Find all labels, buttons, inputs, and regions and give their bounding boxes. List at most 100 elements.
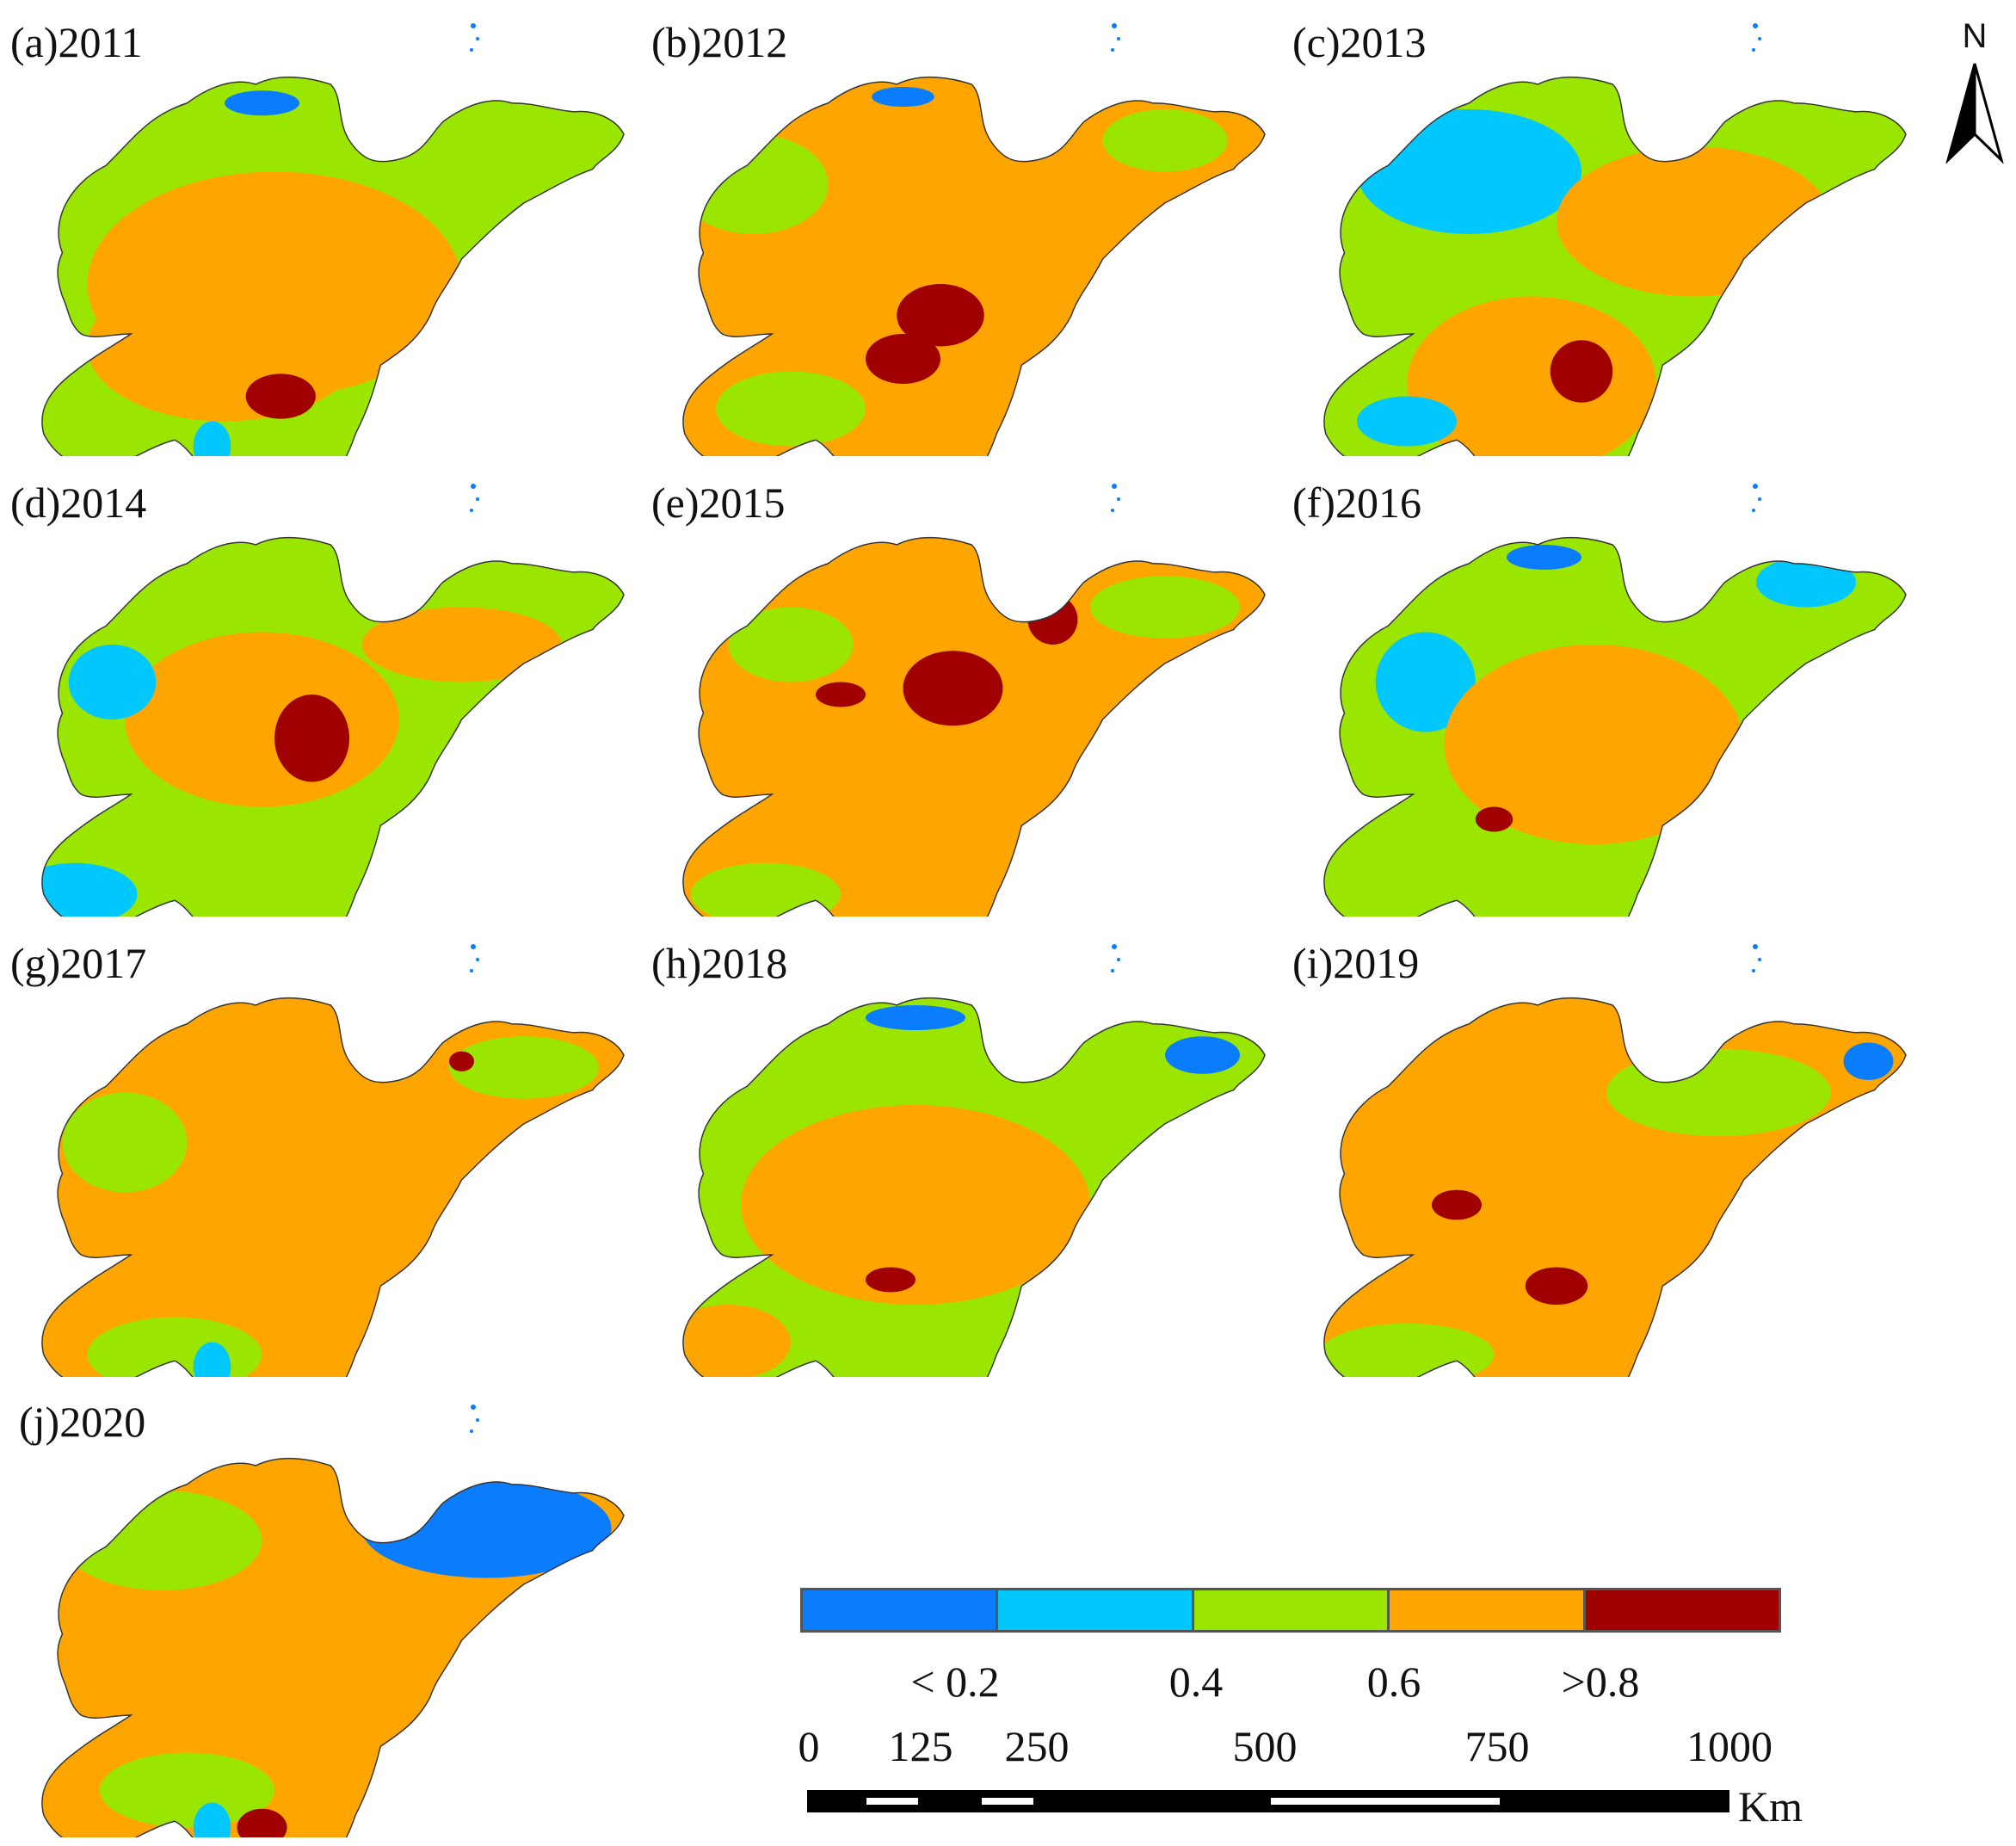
map-value-patch bbox=[245, 374, 316, 419]
scale-tick-label: 1000 bbox=[1686, 1722, 1772, 1770]
map-value-patch bbox=[816, 682, 866, 707]
map-shandong-2011 bbox=[41, 23, 625, 456]
island bbox=[471, 944, 476, 949]
map-panel-2015: (e)2015 bbox=[641, 469, 1295, 917]
legend-swatch-very-high bbox=[1585, 1590, 1779, 1630]
panel-title: (d)2014 bbox=[10, 478, 147, 527]
province-outline bbox=[1323, 76, 1907, 456]
map-value-patch bbox=[866, 334, 940, 384]
panel-title: (i)2019 bbox=[1292, 939, 1420, 987]
island bbox=[1758, 497, 1761, 501]
island bbox=[1111, 48, 1114, 52]
panel-title: (f)2016 bbox=[1292, 478, 1421, 527]
map-value-patch bbox=[361, 607, 562, 682]
province-outline bbox=[682, 76, 1266, 456]
map-value-patch bbox=[741, 1105, 1090, 1305]
island bbox=[470, 48, 473, 52]
island bbox=[1117, 497, 1120, 501]
legend-swatch-mid bbox=[1193, 1590, 1390, 1630]
legend-swatch-low-mid bbox=[998, 1590, 1194, 1630]
map-value-patch bbox=[1357, 396, 1457, 447]
legend-label: < 0.2 bbox=[910, 1658, 1000, 1706]
map-shandong-2017 bbox=[41, 944, 625, 1377]
map-base-fill bbox=[1323, 997, 1906, 1377]
scale-bar: 0 125 250 500 750 1000 Km bbox=[798, 1721, 1833, 1831]
map-value-patch bbox=[1375, 632, 1476, 732]
island bbox=[1753, 23, 1758, 28]
map-value-patch bbox=[728, 607, 854, 682]
island bbox=[1112, 23, 1117, 28]
island bbox=[471, 484, 476, 489]
map-value-patch bbox=[1407, 296, 1656, 456]
island bbox=[476, 958, 479, 961]
legend-label: 0.6 bbox=[1366, 1658, 1421, 1706]
map-shandong-2012 bbox=[682, 23, 1266, 456]
map-value-patch bbox=[1507, 545, 1581, 570]
province-outline bbox=[682, 536, 1266, 917]
province-outline bbox=[41, 1457, 625, 1837]
map-panel-2020: (j)2020 bbox=[0, 1390, 654, 1837]
map-value-patch bbox=[1090, 576, 1240, 639]
island bbox=[1112, 484, 1117, 489]
island bbox=[476, 37, 479, 40]
scale-segment bbox=[866, 1798, 918, 1805]
scale-unit: Km bbox=[1738, 1782, 1803, 1831]
map-panel-2017: (g)2017 bbox=[0, 929, 654, 1377]
map-value-patch bbox=[1432, 1189, 1482, 1220]
map-shandong-2018 bbox=[682, 944, 1266, 1377]
legend-swatch-low bbox=[803, 1590, 999, 1630]
island bbox=[1111, 969, 1114, 972]
map-value-patch bbox=[1756, 557, 1856, 608]
map-shandong-2014 bbox=[41, 484, 625, 917]
map-value-patch bbox=[193, 421, 231, 456]
panel-title: (b)2012 bbox=[651, 18, 788, 66]
map-shandong-2019 bbox=[1323, 944, 1907, 1377]
province-outline bbox=[1323, 997, 1907, 1377]
map-shandong-2020 bbox=[41, 1405, 625, 1837]
map-value-patch bbox=[1357, 109, 1581, 234]
map-value-patch bbox=[1557, 146, 1831, 297]
map-value-patch bbox=[1606, 1048, 1831, 1137]
island bbox=[1111, 509, 1114, 512]
map-value-patch bbox=[125, 632, 399, 807]
map-value-patch bbox=[87, 271, 362, 422]
map-value-patch bbox=[682, 1305, 791, 1377]
map-panel-2014: (d)2014 bbox=[0, 469, 654, 917]
map-panel-2018: (h)2018 bbox=[641, 929, 1295, 1377]
scale-tick-label: 750 bbox=[1464, 1722, 1530, 1770]
map-value-patch bbox=[62, 1491, 262, 1590]
island bbox=[1752, 48, 1755, 52]
province-outline bbox=[682, 997, 1266, 1377]
map-value-patch bbox=[237, 1808, 287, 1837]
legend-label: >0.8 bbox=[1561, 1658, 1640, 1706]
scale-segment bbox=[982, 1798, 1033, 1805]
map-value-patch bbox=[225, 90, 299, 116]
province-outline bbox=[41, 76, 625, 456]
map-panel-2019: (i)2019 bbox=[1282, 929, 1936, 1377]
island bbox=[471, 23, 476, 28]
map-value-patch bbox=[897, 284, 984, 347]
island bbox=[1753, 484, 1758, 489]
map-value-patch bbox=[68, 645, 157, 719]
legend: < 0.2 0.4 0.6 >0.8 bbox=[800, 1588, 1781, 1846]
island bbox=[1758, 958, 1761, 961]
island bbox=[1112, 944, 1117, 949]
legend-label: 0.4 bbox=[1168, 1658, 1224, 1706]
province-outline bbox=[41, 536, 625, 917]
map-panel-2013: (c)2013 bbox=[1282, 9, 1936, 456]
scale-tick-label: 0 bbox=[798, 1722, 820, 1770]
panel-title: (c)2013 bbox=[1292, 18, 1427, 66]
map-value-patch bbox=[903, 651, 1003, 726]
scale-segment bbox=[1271, 1798, 1500, 1805]
island bbox=[1753, 944, 1758, 949]
island bbox=[1117, 37, 1120, 40]
map-value-patch bbox=[1102, 109, 1228, 172]
island bbox=[471, 1405, 476, 1410]
island bbox=[1758, 37, 1761, 40]
north-label: N bbox=[1962, 17, 1988, 55]
scale-tick-label: 250 bbox=[1004, 1722, 1070, 1770]
legend-swatch-high bbox=[1390, 1590, 1586, 1630]
panel-title: (g)2017 bbox=[10, 939, 147, 987]
map-value-patch bbox=[866, 1267, 916, 1293]
province-outline bbox=[1323, 536, 1907, 917]
